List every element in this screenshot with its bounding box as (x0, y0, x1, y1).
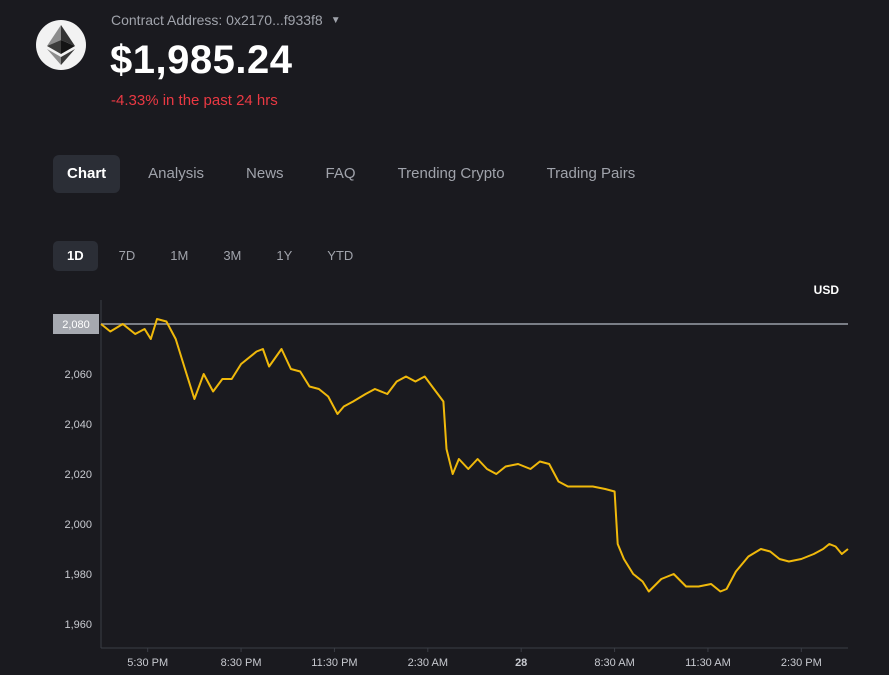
token-logo (36, 20, 86, 70)
reference-badge (53, 314, 99, 334)
y-tick-label: 2,040 (64, 419, 92, 431)
y-tick-label: 1,980 (64, 569, 92, 581)
y-tick-label: 1,960 (64, 619, 92, 631)
time-range-selector: 1D 7D 1M 3M 1Y YTD (53, 241, 374, 271)
price-chart[interactable]: 2,060 2,040 2,020 2,000 1,980 1,960 5:30 PM 8:3… (0, 300, 889, 675)
section-tabs: Chart Analysis News FAQ Trending Crypto … (53, 155, 663, 193)
contract-address-text: Contract Address: 0x2170...f933f8 (111, 12, 323, 28)
ethereum-icon (47, 25, 75, 65)
x-tick-label: 28 (515, 657, 527, 669)
price-line-series (100, 318, 849, 593)
x-tick-label: 8:30 AM (594, 657, 634, 669)
currency-label: USD (813, 283, 839, 297)
x-tick-label: 11:30 PM (311, 657, 357, 669)
range-1m[interactable]: 1M (170, 248, 189, 263)
token-price: $1,985.24 (110, 38, 293, 82)
tab-faq[interactable]: FAQ (325, 165, 356, 182)
tab-news[interactable]: News (246, 165, 284, 182)
y-tick-label: 2,020 (64, 469, 92, 481)
range-ytd[interactable]: YTD (327, 248, 354, 263)
y-tick-label: 2,000 (64, 519, 92, 531)
range-3m[interactable]: 3M (223, 248, 242, 263)
y-tick-label: 2,060 (64, 369, 92, 381)
range-1d[interactable]: 1D (53, 241, 98, 271)
contract-address-dropdown[interactable]: Contract Address: 0x2170...f933f8 ▼ (111, 12, 341, 28)
x-tick-label: 2:30 AM (408, 657, 448, 669)
x-tick-label: 8:30 PM (221, 657, 262, 669)
range-1y[interactable]: 1Y (276, 248, 293, 263)
x-tick-label: 2:30 PM (781, 657, 822, 669)
tab-trending-crypto[interactable]: Trending Crypto (397, 165, 505, 182)
tab-analysis[interactable]: Analysis (148, 165, 205, 182)
tab-trading-pairs[interactable]: Trading Pairs (546, 165, 636, 182)
caret-down-icon: ▼ (330, 14, 341, 26)
reference-label: 2,080 (62, 319, 90, 331)
range-7d[interactable]: 7D (118, 248, 136, 263)
x-tick-label: 5:30 PM (127, 657, 168, 669)
tab-chart[interactable]: Chart (53, 155, 121, 193)
x-tick-label: 11:30 AM (685, 657, 731, 669)
price-change: -4.33% in the past 24 hrs (111, 92, 278, 109)
